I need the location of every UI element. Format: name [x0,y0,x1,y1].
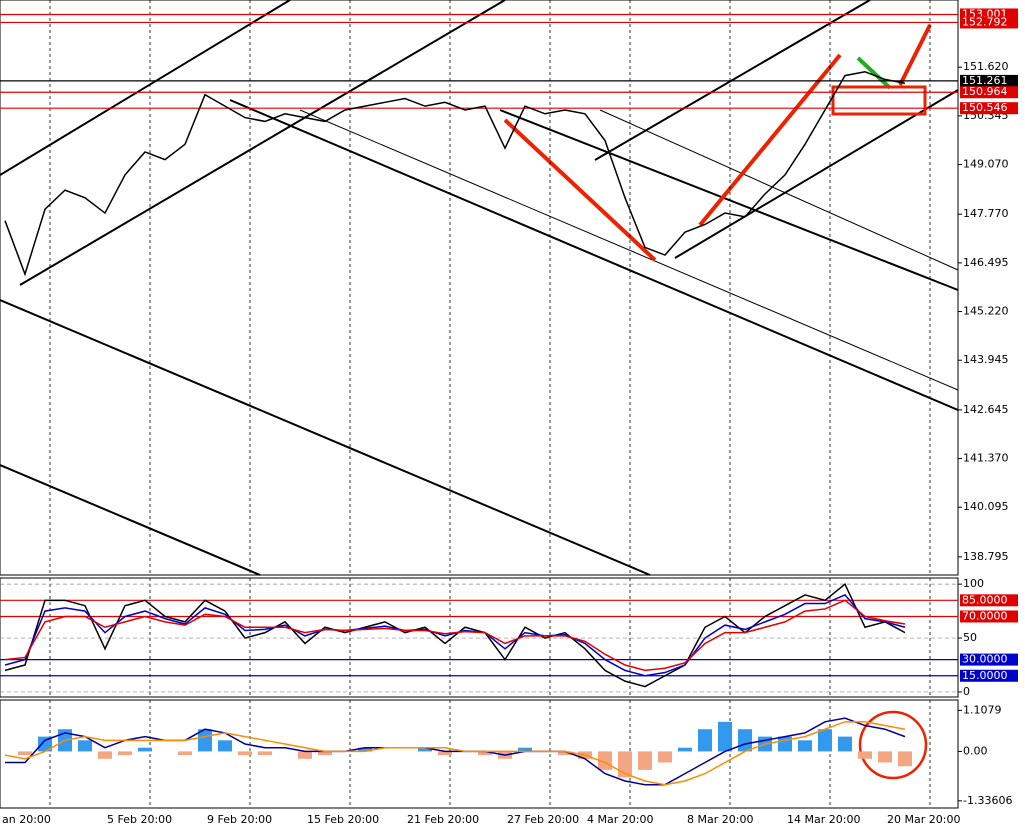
y-tick-label: 140.095 [963,500,1009,513]
histogram-bar [198,729,212,752]
x-tick-label: 14 Mar 20:00 [787,813,860,826]
histogram-bar [138,747,152,752]
histogram-bar [698,729,712,752]
histogram-bar [118,751,132,756]
histogram-bar [218,740,232,752]
y-tick-label: 145.220 [963,305,1009,318]
series-line [4,599,906,672]
histogram-bar [878,751,892,763]
histogram-bar [38,736,52,752]
x-tick-label: 21 Feb 20:00 [407,813,479,826]
level-label-box [960,594,1018,607]
x-tick-label: 20 Mar 20:00 [887,813,960,826]
y-tick-label: 0.00 [963,744,988,757]
highlight-circle [858,710,928,780]
histogram-bar [178,751,192,756]
price-panel [0,0,959,576]
x-tick-label: 5 Feb 20:00 [107,813,172,826]
level-label: 152.792 [962,15,1008,28]
level-label: 151.261 [962,74,1008,87]
y-tick-label: 146.495 [963,256,1009,269]
histogram-bar [18,751,32,756]
histogram-bar [438,751,452,756]
histogram-bar [858,751,872,759]
oscillator-panel [0,577,959,698]
histogram-bar [318,751,332,756]
histogram-bar [238,751,252,756]
level-label: 150.546 [962,101,1008,114]
level-label-box [960,86,1018,99]
level-label: 85.0000 [962,593,1008,606]
histogram-bar [298,751,312,759]
x-tick-label: an 20:00 [2,813,51,826]
level-label-box [960,16,1018,29]
y-tick-label: 147.770 [963,207,1009,220]
histogram-bar [678,747,692,752]
histogram-bar [898,751,912,767]
histogram-bar [358,747,372,752]
x-tick-label: 27 Feb 20:00 [507,813,579,826]
green-arrow [856,56,892,90]
x-tick-label: 15 Feb 20:00 [307,813,379,826]
y-tick-label: 141.370 [963,452,1009,465]
y-tick-label: 100 [963,577,984,590]
y-tick-label: -1.33606 [963,794,1012,807]
channel-lines [0,0,959,576]
series-line [4,721,906,786]
y-tick-label: 138.795 [963,550,1009,563]
histogram-bar [838,736,852,752]
y-tick-label: 1.1079 [963,703,1002,716]
level-label: 70.0000 [962,609,1008,622]
histogram-bar [738,729,752,752]
x-tick-label: 8 Mar 20:00 [687,813,753,826]
histogram-bar [798,740,812,752]
level-label-box [960,653,1018,666]
level-label: 30.0000 [962,653,1008,666]
y-tick-label: 151.620 [963,60,1009,73]
histogram-bar [78,740,92,752]
series-line [4,582,906,688]
level-label-box [960,102,1018,115]
series-line [4,71,906,277]
histogram-bar [558,751,572,756]
y-tick-label: 149.070 [963,158,1009,171]
y-tick-label: 143.945 [963,353,1009,366]
level-label-box [960,74,1018,87]
histogram-bar [658,751,672,763]
histogram-bar [718,721,732,752]
y-tick-label: 142.645 [963,403,1009,416]
histogram-bar [98,751,112,759]
level-label-box [960,669,1018,682]
histogram-bar [518,747,532,752]
level-label: 15.0000 [962,669,1008,682]
level-label: 150.964 [962,85,1008,98]
level-label-box [960,610,1018,623]
histogram-bar [258,751,272,756]
x-tick-label: 9 Feb 20:00 [207,813,272,826]
histogram-bar [418,747,432,752]
histogram-bar [478,751,492,756]
y-tick-label: 0 [963,685,970,698]
histogram-bar [818,729,832,752]
series-line [5,717,906,786]
histogram-bar [638,751,652,770]
y-tick-label: 50 [963,631,977,644]
x-tick-label: 4 Mar 20:00 [587,813,653,826]
highlight-box [831,85,927,116]
